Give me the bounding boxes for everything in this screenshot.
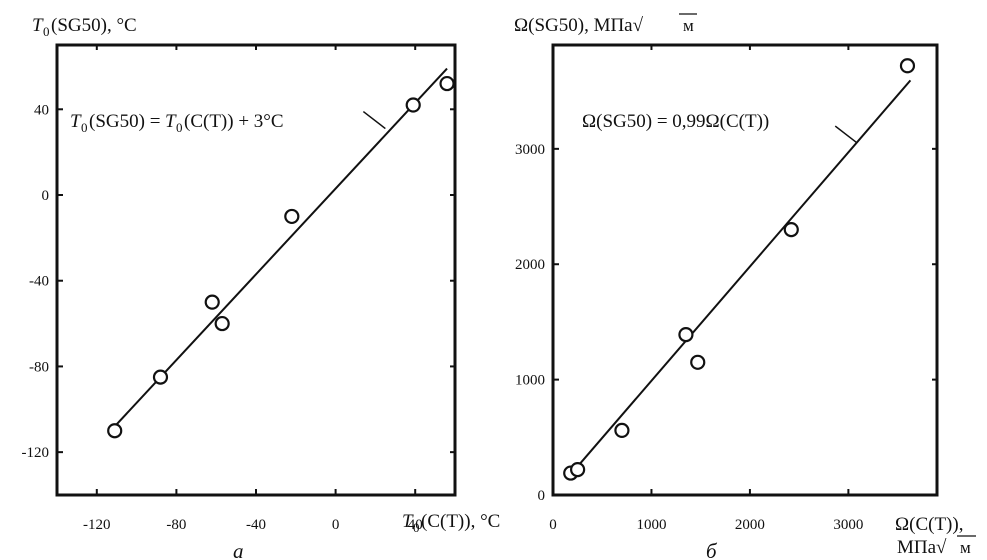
panel-a-y-tick-label: -120 bbox=[22, 445, 50, 461]
panel-a-xlabel: T 0 (C(T)), °C bbox=[402, 511, 500, 535]
panel-b-x-tick-label: 2000 bbox=[735, 517, 765, 533]
svg-text:Ω(C(T)),: Ω(C(T)), bbox=[895, 514, 963, 535]
panel-b-annotation: Ω(SG50) = 0,99Ω(C(T)) bbox=[582, 111, 769, 132]
panel-a-data-point bbox=[204, 294, 220, 310]
svg-text:МПа√: МПа√ bbox=[897, 537, 947, 558]
panel-b-data-point bbox=[899, 58, 916, 74]
panel-a-x-tick-label: -40 bbox=[246, 517, 266, 533]
panel-b-y-tick-label: 0 bbox=[538, 488, 546, 504]
panel-b-x-tick-label: 1000 bbox=[636, 517, 666, 533]
svg-text:м: м bbox=[683, 16, 694, 35]
svg-text:T: T bbox=[402, 511, 414, 532]
panel-b-data-point bbox=[678, 327, 694, 343]
panel-a-x-tick-label: -120 bbox=[83, 517, 111, 533]
panel-a-data-point bbox=[152, 369, 169, 385]
panel-a-data-point bbox=[439, 75, 455, 92]
panel-b-data-point bbox=[783, 222, 799, 238]
svg-text:(C(T)), °C: (C(T)), °C bbox=[421, 511, 500, 532]
panel-b-data-point bbox=[570, 462, 586, 478]
panel-b-data-point bbox=[690, 354, 706, 370]
panel-b-xlabel: Ω(C(T)), МПа√ м bbox=[895, 514, 976, 558]
panel-a-annotation: T 0 (SG50) = T 0 (C(T)) + 3°C bbox=[70, 111, 284, 135]
panel-a-annotation-leader bbox=[362, 110, 386, 130]
panel-a-fit-line bbox=[109, 67, 448, 432]
panel-a-y-tick-label: -40 bbox=[29, 274, 49, 290]
panel-a-data-point bbox=[405, 97, 421, 113]
panel-b-label: б bbox=[706, 539, 718, 560]
svg-text:0: 0 bbox=[176, 120, 183, 135]
panel-a-data-point bbox=[214, 315, 230, 332]
svg-text:(SG50), °C: (SG50), °C bbox=[51, 15, 137, 36]
panel-a-x-tick-label: 0 bbox=[332, 517, 340, 533]
panel-b-ylabel: Ω(SG50), МПа√ м bbox=[514, 13, 697, 36]
panel-a-data-point bbox=[284, 208, 300, 225]
panel-b-x-tick-label: 3000 bbox=[833, 517, 863, 533]
panel-b-data-marks bbox=[563, 58, 916, 481]
panel-a-data-point bbox=[107, 423, 123, 439]
panel-a-y-tick-label: 0 bbox=[42, 188, 50, 204]
panel-b: Ω(SG50), МПа√ м Ω(C(T)), МПа√ м б Ω(SG50… bbox=[514, 13, 976, 560]
panel-a-x-tick-label: -80 bbox=[166, 517, 186, 533]
svg-text:T: T bbox=[165, 111, 177, 132]
panel-b-axis-ticks: 0 1000 2000 3000 0 1000 2000 3000 bbox=[515, 45, 937, 533]
svg-text:(C(T)) + 3°C: (C(T)) + 3°C bbox=[184, 111, 284, 132]
svg-text:м: м bbox=[960, 538, 971, 557]
svg-text:T: T bbox=[70, 111, 82, 132]
panel-a-label: а bbox=[233, 539, 244, 560]
svg-text:T: T bbox=[32, 15, 44, 36]
panel-b-annotation-leader bbox=[834, 125, 858, 144]
panel-a: T 0 (SG50), °C T 0 (C(T)), °C а T 0 (SG5… bbox=[22, 15, 501, 560]
panel-b-fit-line bbox=[569, 79, 912, 476]
svg-text:0: 0 bbox=[81, 120, 88, 135]
panel-b-plot-frame bbox=[551, 43, 939, 497]
panel-a-y-tick-label: -80 bbox=[29, 359, 49, 375]
svg-text:0: 0 bbox=[43, 24, 50, 39]
panel-b-y-tick-label: 3000 bbox=[515, 142, 545, 158]
panel-b-data-point bbox=[614, 422, 630, 438]
panel-b-y-tick-label: 1000 bbox=[515, 373, 545, 389]
svg-text:0: 0 bbox=[413, 520, 420, 535]
panel-a-ylabel: T 0 (SG50), °C bbox=[32, 15, 137, 39]
svg-text:Ω(SG50), МПа√: Ω(SG50), МПа√ bbox=[514, 15, 644, 36]
svg-text:(SG50) =: (SG50) = bbox=[89, 111, 160, 132]
panel-b-x-tick-label: 0 bbox=[549, 517, 557, 533]
panel-a-y-tick-label: 40 bbox=[34, 102, 49, 118]
panel-a-data-marks bbox=[107, 67, 455, 439]
panel-a-x-tick-label: 40 bbox=[408, 517, 423, 533]
panel-b-y-tick-label: 2000 bbox=[515, 257, 545, 273]
